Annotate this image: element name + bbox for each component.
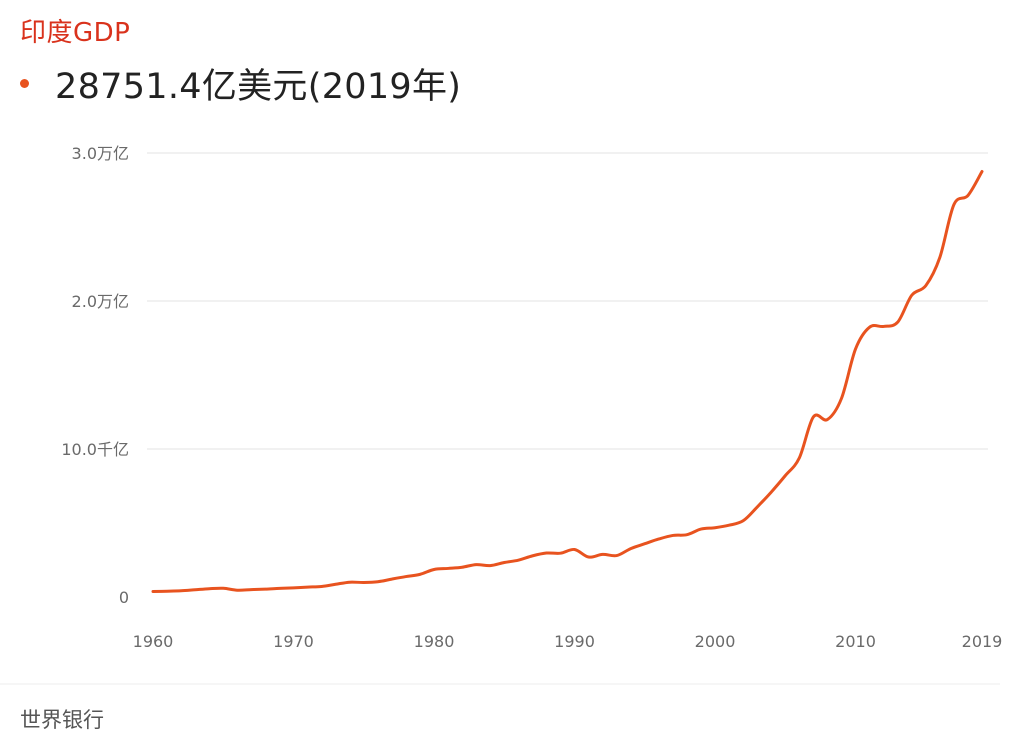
bullet-dot-icon bbox=[20, 78, 29, 88]
y-tick-label: 0 bbox=[119, 588, 129, 607]
x-axis-labels: 1960 1970 1980 1990 2000 2010 2019 bbox=[133, 632, 1003, 651]
gdp-line-chart: 0 10.0千亿 2.0万亿 3.0万亿 1960 1970 1980 1990 2000 20… bbox=[0, 144, 1003, 685]
x-tick-label: 1990 bbox=[554, 632, 595, 651]
x-tick-label: 2000 bbox=[695, 632, 736, 651]
grid-lines bbox=[147, 152, 988, 450]
y-tick-label: 2.0万亿 bbox=[72, 292, 129, 311]
gdp-series-line bbox=[151, 170, 984, 594]
y-tick-label: 3.0万亿 bbox=[72, 144, 129, 163]
x-tick-label: 1980 bbox=[414, 632, 455, 651]
x-tick-label: 2010 bbox=[835, 632, 876, 651]
headline-value-row: 28751.4亿美元(2019年) bbox=[16, 58, 461, 108]
y-tick-label: 10.0千亿 bbox=[61, 440, 129, 459]
x-tick-label: 1970 bbox=[273, 632, 314, 651]
x-tick-label: 2019 bbox=[962, 632, 1003, 651]
x-tick-label: 1960 bbox=[133, 632, 174, 651]
y-axis-labels: 0 10.0千亿 2.0万亿 3.0万亿 bbox=[61, 144, 129, 607]
headline-value: 28751.4亿美元(2019年) bbox=[55, 66, 462, 107]
chart-title: 印度GDP bbox=[20, 18, 131, 48]
series-line-layer bbox=[151, 170, 984, 594]
source-label: 世界银行 bbox=[20, 708, 104, 732]
